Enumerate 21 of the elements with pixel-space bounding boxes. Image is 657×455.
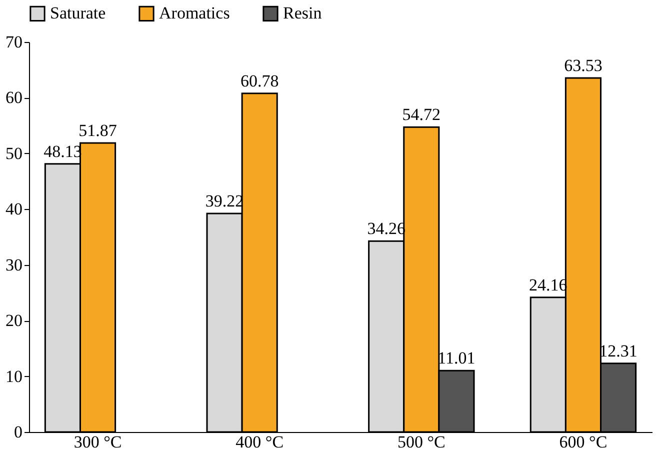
x-tick-label: 500 °C bbox=[397, 432, 446, 452]
data-label: 63.53 bbox=[564, 56, 602, 76]
legend-label: Saturate bbox=[50, 4, 106, 23]
y-tick-label: 30 bbox=[6, 255, 22, 274]
y-tick-label: 60 bbox=[6, 88, 22, 108]
x-tick-label: 300 °C bbox=[74, 432, 122, 452]
y-tick-label: 0 bbox=[14, 422, 22, 442]
data-label: 12.31 bbox=[599, 341, 638, 360]
y-tick-label: 10 bbox=[6, 366, 22, 386]
x-tick-label: 600 °C bbox=[559, 432, 608, 452]
legend-label: Aromatics bbox=[159, 4, 230, 23]
y-tick-label: 50 bbox=[6, 144, 22, 163]
x-tick-label: 400 °C bbox=[236, 432, 284, 452]
data-label: 60.78 bbox=[240, 71, 279, 90]
y-tick-label: 70 bbox=[6, 32, 22, 52]
data-label: 51.87 bbox=[78, 121, 118, 140]
data-label: 11.01 bbox=[438, 348, 476, 368]
data-label: 54.72 bbox=[402, 105, 441, 124]
legend-label: Resin bbox=[283, 4, 322, 23]
y-tick-label: 40 bbox=[6, 200, 22, 219]
y-tick-label: 20 bbox=[6, 311, 22, 330]
